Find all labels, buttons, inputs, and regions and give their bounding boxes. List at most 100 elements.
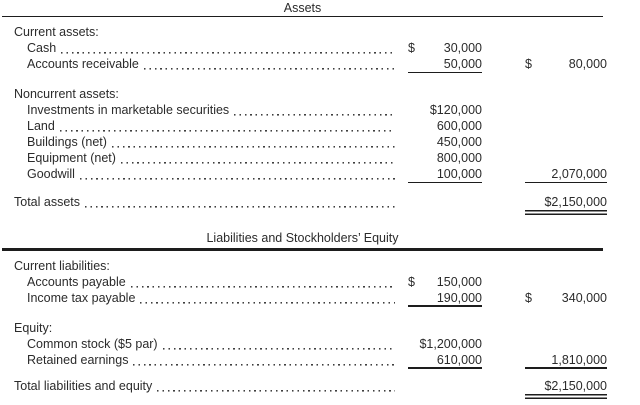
section-title-liabilities-equity: Liabilities and Stockholders’ Equity: [206, 231, 399, 246]
row-noncurrent-assets: Noncurrent assets:: [0, 86, 640, 102]
row-cash: Cash $30,000: [0, 40, 640, 57]
amount-col1: [408, 378, 482, 394]
dot-leader: [234, 102, 395, 119]
amount-col1: [408, 194, 482, 210]
amount-value: 30,000: [443, 41, 482, 56]
row-label: Accounts payable: [27, 274, 126, 289]
dollar-sign: $: [408, 41, 415, 56]
amount-col2: [525, 274, 607, 290]
amount-col2: $80,000: [525, 56, 607, 72]
row-income-tax-payable: Income tax payable 190,000 $340,000: [0, 289, 640, 307]
row-label: Accounts receivable: [27, 57, 139, 72]
row-total-assets: Total assets $2,150,000: [0, 194, 640, 216]
row-label: Current assets:: [14, 25, 99, 40]
amount-value: 610,000: [436, 352, 482, 367]
amount-value: 80,000: [568, 57, 607, 72]
amount-value: 450,000: [436, 135, 482, 150]
amount-col1: 450,000: [408, 134, 482, 150]
dollar-sign: $: [525, 57, 532, 72]
amount-value: $2,150,000: [544, 195, 607, 210]
amount-value: 150,000: [436, 274, 482, 289]
amount-col2: $340,000: [525, 290, 607, 306]
row-label: Income tax payable: [27, 290, 136, 305]
row-label: Land: [27, 119, 55, 134]
row-current-assets: Current assets:: [0, 24, 640, 40]
amount-value: 600,000: [436, 119, 482, 134]
row-current-liabilities: Current liabilities:: [0, 258, 640, 274]
dot-leader: [162, 335, 395, 352]
row-total-liabilities-and-equity: Total liabilities and equity $2,150,000: [0, 377, 640, 399]
amount-col1: 100,000: [408, 166, 482, 184]
amount-col1: $1,200,000: [408, 336, 482, 352]
liabilities-header-rule: [2, 248, 603, 251]
row-accounts-receivable: Accounts receivable 50,000 $80,000: [0, 56, 640, 74]
assets-rows: Current assets: Cash $30,000 Accounts recei…: [0, 24, 640, 216]
row-goodwill: Goodwill 100,000 2,070,000: [0, 166, 640, 184]
row-investments-in-marketable-securities: Investments in marketable securities $120…: [0, 102, 640, 119]
amount-col2: [525, 336, 607, 352]
amount-col2: [525, 102, 607, 118]
row-label: Noncurrent assets:: [14, 87, 119, 102]
amount-col2: 2,070,000: [525, 166, 607, 184]
dot-leader: [130, 273, 395, 290]
amount-col1: 610,000: [408, 352, 482, 369]
row-label: Common stock ($5 par): [27, 336, 158, 351]
row-label: Investments in marketable securities: [27, 103, 230, 118]
amount-value: $1,200,000: [419, 336, 482, 351]
row-label: Retained earnings: [27, 352, 129, 367]
dollar-sign: $: [408, 274, 415, 289]
dot-leader: [120, 150, 395, 167]
amount-col2: [525, 40, 607, 56]
amount-value: $120,000: [429, 103, 482, 118]
dollar-sign: $: [525, 290, 532, 305]
row-equity: Equity:: [0, 320, 640, 336]
row-accounts-payable: Accounts payable $150,000: [0, 273, 640, 290]
section-liabilities-equity: Liabilities and Stockholders’ Equity Cur…: [0, 230, 640, 399]
amount-value: 1,810,000: [551, 352, 607, 367]
row-retained-earnings: Retained earnings 610,000 1,810,000: [0, 351, 640, 369]
dot-leader: [61, 40, 395, 57]
amount-col1: $30,000: [408, 40, 482, 56]
dot-leader: [59, 118, 395, 135]
row-label: Equipment (net): [27, 151, 116, 166]
amount-value: 100,000: [436, 167, 482, 182]
amount-value: 800,000: [436, 151, 482, 166]
dot-leader: [133, 351, 395, 368]
row-label: Goodwill: [27, 167, 75, 182]
dot-leader: [85, 194, 395, 211]
dot-leader: [79, 166, 395, 183]
amount-value: 50,000: [443, 57, 482, 72]
section-assets: Assets Current assets: Cash $30,000 Account…: [0, 1, 640, 216]
amount-value: 190,000: [436, 290, 482, 305]
dot-leader: [157, 377, 395, 394]
amount-value: 2,070,000: [551, 167, 607, 182]
amount-value: 340,000: [561, 290, 607, 305]
row-land: Land 600,000: [0, 118, 640, 135]
amount-col1: $120,000: [408, 102, 482, 118]
amount-col2: $2,150,000: [525, 378, 607, 399]
row-label: Buildings (net): [27, 135, 107, 150]
row-label: Current liabilities:: [14, 258, 110, 273]
amount-col2: 1,810,000: [525, 352, 607, 369]
row-label: Total liabilities and equity: [14, 378, 153, 393]
amount-col1: 600,000: [408, 118, 482, 134]
amount-col2: [525, 150, 607, 166]
row-label: Total assets: [14, 195, 81, 210]
amount-col1: $150,000: [408, 274, 482, 290]
row-equipment-net: Equipment (net) 800,000: [0, 150, 640, 167]
dot-leader: [140, 289, 395, 306]
row-label: Equity:: [14, 320, 53, 335]
amount-col2: [525, 134, 607, 150]
amount-value: $2,150,000: [544, 378, 607, 393]
assets-header-rule: [2, 16, 603, 18]
amount-col1: 800,000: [408, 150, 482, 166]
amount-col2: [525, 118, 607, 134]
row-buildings-net: Buildings (net) 450,000: [0, 134, 640, 151]
amount-col1: 50,000: [408, 56, 482, 74]
amount-col1: 190,000: [408, 290, 482, 307]
row-label: Cash: [27, 41, 57, 56]
liabilities-equity-rows: Current liabilities: Accounts payable $150…: [0, 258, 640, 399]
section-title-assets: Assets: [283, 1, 322, 15]
dot-leader: [143, 56, 395, 73]
